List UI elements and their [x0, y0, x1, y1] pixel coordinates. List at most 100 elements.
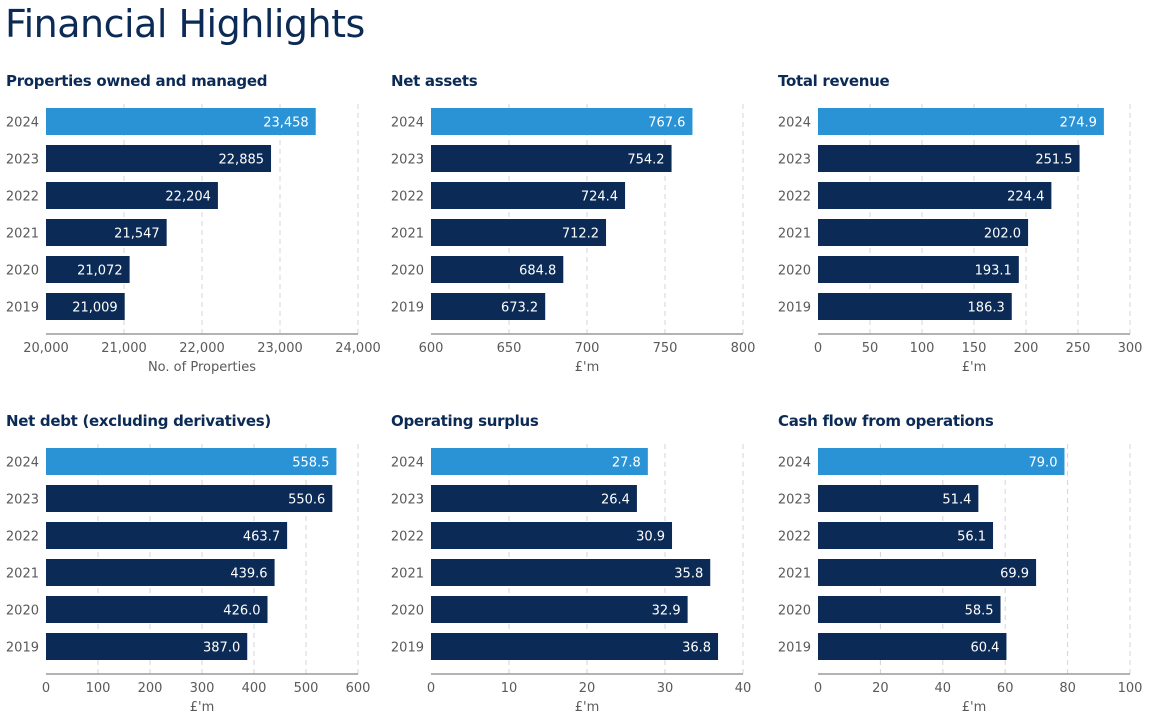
x-axis-title: £'m: [190, 700, 215, 712]
category-label: 2019: [391, 641, 424, 656]
tick-label: 0: [814, 681, 822, 696]
chart-panel-cash-flow: Cash flow from operations 79.0 2024 51.4 20…: [778, 412, 1163, 712]
category-label: 2021: [6, 227, 39, 242]
chart-panel-total-revenue: Total revenue 274.9 2024 251.5 2023 224.4 202…: [778, 72, 1163, 375]
category-label: 2019: [778, 641, 811, 656]
bar: [431, 219, 607, 246]
tick-label: 40: [735, 681, 752, 696]
category-label: 2021: [391, 227, 424, 242]
bar: [818, 219, 1029, 246]
bar: [818, 182, 1052, 209]
bar: [46, 145, 272, 172]
tick-label: 0: [42, 681, 50, 696]
data-label: 23,458: [263, 116, 309, 131]
bar: [431, 448, 648, 475]
bar: [818, 448, 1065, 475]
data-label: 26.4: [601, 493, 630, 508]
tick-label: 10: [501, 681, 518, 696]
category-label: 2023: [391, 153, 424, 168]
page-title: Financial Highlights: [5, 2, 365, 46]
x-axis-title: £'m: [962, 700, 987, 712]
data-label: 186.3: [968, 301, 1005, 316]
data-label: 712.2: [562, 227, 599, 242]
tick-label: 150: [962, 341, 987, 356]
properties-bar-chart: 23,458 2024 22,885 2023 22,204 2022 21,547 2021…: [6, 104, 381, 375]
bar: [46, 559, 275, 586]
category-label: 2019: [6, 641, 39, 656]
category-label: 2020: [778, 604, 811, 619]
bar: [431, 522, 673, 549]
category-label: 2024: [778, 116, 811, 131]
bar: [46, 633, 248, 660]
category-label: 2020: [6, 604, 39, 619]
category-label: 2022: [6, 190, 39, 205]
category-label: 2019: [6, 301, 39, 316]
bar: [46, 293, 125, 320]
data-label: 767.6: [648, 116, 685, 131]
bar: [431, 559, 711, 586]
data-label: 550.6: [288, 493, 325, 508]
category-label: 2024: [6, 116, 39, 131]
x-axis-title: £'m: [575, 700, 600, 712]
category-label: 2022: [6, 530, 39, 545]
bar: [818, 559, 1037, 586]
tick-label: 250: [1066, 341, 1091, 356]
tick-label: 0: [427, 681, 435, 696]
bar: [46, 182, 218, 209]
bar: [46, 448, 337, 475]
chart-title: Total revenue: [778, 72, 890, 90]
category-label: 2024: [391, 456, 424, 471]
category-label: 2021: [391, 567, 424, 582]
category-label: 2020: [6, 264, 39, 279]
tick-label: 600: [346, 681, 371, 696]
bar: [46, 596, 268, 623]
data-label: 684.8: [519, 264, 556, 279]
chart-panel-net-assets: Net assets 767.6 2024 754.2 2023 724.4 2022 71…: [391, 72, 776, 375]
tick-label: 50: [862, 341, 879, 356]
data-label: 21,009: [72, 301, 118, 316]
bar: [46, 219, 167, 246]
bar: [818, 293, 1012, 320]
data-label: 274.9: [1060, 116, 1097, 131]
category-label: 2023: [6, 153, 39, 168]
bar: [46, 522, 288, 549]
tick-label: 0: [814, 341, 822, 356]
tick-label: 60: [997, 681, 1014, 696]
bar: [46, 485, 333, 512]
data-label: 58.5: [965, 604, 994, 619]
chart-title: Net debt (excluding derivatives): [6, 412, 271, 430]
bar: [46, 108, 316, 135]
data-label: 51.4: [942, 493, 971, 508]
bar: [818, 108, 1104, 135]
chart-panel-net-debt: Net debt (excluding derivatives) 558.5 20…: [6, 412, 391, 712]
category-label: 2022: [391, 190, 424, 205]
category-label: 2021: [778, 567, 811, 582]
data-label: 30.9: [636, 530, 665, 545]
tick-label: 100: [1118, 681, 1143, 696]
bar: [818, 145, 1080, 172]
data-label: 463.7: [243, 530, 280, 545]
bar: [818, 633, 1007, 660]
tick-label: 650: [497, 341, 522, 356]
bar: [46, 256, 130, 283]
category-label: 2020: [778, 264, 811, 279]
tick-label: 20: [872, 681, 889, 696]
data-label: 673.2: [501, 301, 538, 316]
bar: [431, 633, 719, 660]
chart-panel-operating-surplus: Operating surplus 27.8 2024 26.4 2023 30.9 20…: [391, 412, 776, 712]
tick-label: 600: [419, 341, 444, 356]
bar: [431, 182, 626, 209]
data-label: 21,547: [114, 227, 160, 242]
category-label: 2023: [778, 493, 811, 508]
total-revenue-bar-chart: 274.9 2024 251.5 2023 224.4 2022 202.0 2021 193.…: [778, 104, 1142, 375]
bar: [431, 293, 546, 320]
tick-label: 40: [935, 681, 952, 696]
tick-label: 20: [579, 681, 596, 696]
data-label: 69.9: [1000, 567, 1029, 582]
category-label: 2020: [391, 604, 424, 619]
x-axis-title: No. of Properties: [148, 360, 256, 375]
bar: [818, 596, 1001, 623]
tick-label: 200: [1014, 341, 1039, 356]
data-label: 32.9: [652, 604, 681, 619]
operating-surplus-bar-chart: 27.8202426.4202330.9202235.8202132.92020…: [391, 444, 752, 712]
